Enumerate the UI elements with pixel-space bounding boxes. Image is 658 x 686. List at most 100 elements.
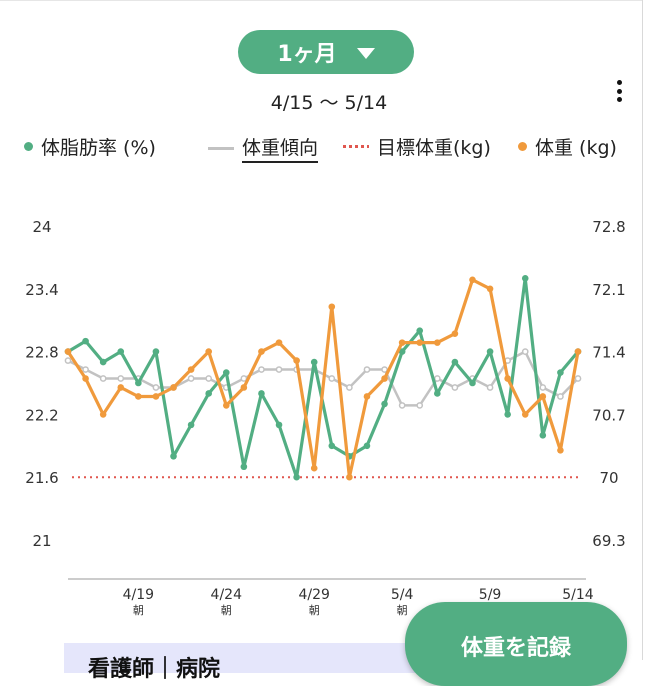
body-fat-point xyxy=(504,411,511,418)
y-left-tick-label: 21.6 xyxy=(25,469,58,487)
x-tick-label: 5/14 xyxy=(562,587,594,603)
trend-point xyxy=(328,375,336,382)
weight-point xyxy=(346,473,353,481)
body-fat-point xyxy=(521,275,529,282)
trend-point xyxy=(451,384,459,391)
legend-body-fat-label: 体脂肪率 (%) xyxy=(41,137,156,159)
y-right-tick-label: 70.7 xyxy=(592,406,625,424)
period-label: 1ヶ月 xyxy=(277,42,337,67)
more-options-icon[interactable] xyxy=(610,80,628,106)
body-fat-point xyxy=(416,327,424,334)
x-tick-sublabel: 朝 xyxy=(133,604,144,617)
weight-point xyxy=(117,384,125,391)
weight-point xyxy=(187,366,195,373)
bottom-card[interactable]: 看護師｜病院 xyxy=(64,643,444,682)
body-fat-point xyxy=(170,452,177,460)
orange-dot-icon xyxy=(518,142,527,151)
chevron-down-icon xyxy=(356,47,375,59)
weight-point xyxy=(328,303,336,311)
body-fat-point xyxy=(451,358,459,366)
trend-point xyxy=(539,384,547,391)
x-tick-label: 4/24 xyxy=(211,587,243,603)
weight-point xyxy=(275,339,283,346)
date-range: 4/15 ～ 5/14 xyxy=(270,92,388,114)
chart-legend: 体脂肪率 (%) 体重傾向 目標体重(kg) 体重 (kg) xyxy=(0,133,658,163)
weight-point xyxy=(504,375,511,382)
trend-point xyxy=(433,375,441,382)
weight-point xyxy=(398,339,406,346)
trend-point xyxy=(574,375,582,382)
legend-trend-label: 体重傾向 xyxy=(242,133,319,163)
legend-trend[interactable]: 体重傾向 xyxy=(208,133,319,163)
x-tick-label: 4/29 xyxy=(298,587,329,603)
body-fat-point xyxy=(328,442,336,450)
trend-point xyxy=(117,375,125,382)
body-fat-point xyxy=(381,400,388,408)
y-right-tick-label: 70 xyxy=(599,469,618,487)
weight-point xyxy=(451,330,459,337)
trend-point xyxy=(381,366,388,373)
body-fat-point xyxy=(486,348,494,355)
weight-point xyxy=(539,393,547,400)
weight-point xyxy=(434,339,441,346)
body-fat-point xyxy=(363,442,371,450)
trend-point xyxy=(275,366,283,373)
y-right-tick-label: 72.8 xyxy=(592,218,625,236)
x-tick-label: 4/19 xyxy=(123,587,154,603)
y-right-tick-label: 72.1 xyxy=(592,281,625,299)
weight-point xyxy=(152,393,160,400)
weight-point xyxy=(557,446,564,454)
body-fat-point xyxy=(117,348,125,355)
y-left-tick-label: 24 xyxy=(32,218,51,236)
weight-point xyxy=(222,402,230,409)
green-dot-icon xyxy=(24,142,33,151)
trend-point xyxy=(486,384,494,391)
trend-point xyxy=(521,348,529,355)
body-fat-point xyxy=(398,348,406,355)
legend-target-label: 目標体重(kg) xyxy=(377,137,491,159)
trend-point xyxy=(258,366,265,373)
y-left-tick-label: 22.8 xyxy=(25,344,58,362)
top-divider xyxy=(0,0,642,1)
legend-weight[interactable]: 体重 (kg) xyxy=(518,133,617,160)
body-fat-point xyxy=(275,421,283,429)
record-weight-label: 体重を記録 xyxy=(460,636,571,661)
body-fat-point xyxy=(469,379,476,387)
y-left-tick-label: 22.2 xyxy=(25,406,58,424)
red-dotted-line-icon xyxy=(343,145,369,148)
trend-point xyxy=(82,366,89,373)
weight-point xyxy=(205,348,212,355)
body-fat-point xyxy=(152,348,160,355)
trend-point xyxy=(64,357,72,364)
bottom-card-label: 看護師｜病院 xyxy=(88,657,221,682)
y-right-tick-label: 71.4 xyxy=(592,344,625,362)
body-fat-point xyxy=(222,369,230,376)
scrollbar-track[interactable] xyxy=(642,0,658,660)
legend-body-fat[interactable]: 体脂肪率 (%) xyxy=(24,133,156,160)
trend-point xyxy=(363,366,371,373)
weight-point xyxy=(258,348,265,355)
trend-point xyxy=(205,375,213,382)
body-fat-point xyxy=(310,358,318,366)
period-selector[interactable]: 1ヶ月 xyxy=(238,30,414,74)
weight-point xyxy=(64,348,72,355)
body-fat-point xyxy=(293,473,300,481)
gray-line-icon xyxy=(208,146,234,150)
body-fat-point xyxy=(240,463,248,471)
weight-chart[interactable]: 24 23.4 22.8 22.2 21.6 21 72.8 72.1 71.4 70.7 70 69… xyxy=(0,200,642,620)
body-fat-point xyxy=(539,432,547,439)
record-weight-button[interactable]: 体重を記録 xyxy=(405,602,627,686)
trend-point xyxy=(557,393,564,400)
weight-point xyxy=(170,384,177,391)
weight-series-line xyxy=(66,278,580,479)
weight-point xyxy=(381,375,388,382)
trend-point xyxy=(187,375,195,382)
y-right-tick-label: 69.3 xyxy=(592,532,625,550)
legend-weight-label: 体重 (kg) xyxy=(535,137,617,159)
body-fat-point xyxy=(557,369,564,376)
weight-point xyxy=(135,393,142,400)
weight-point xyxy=(416,339,424,346)
x-tick-sublabel: 朝 xyxy=(309,604,320,617)
x-tick-sublabel: 朝 xyxy=(397,604,408,617)
legend-target[interactable]: 目標体重(kg) xyxy=(343,133,491,160)
